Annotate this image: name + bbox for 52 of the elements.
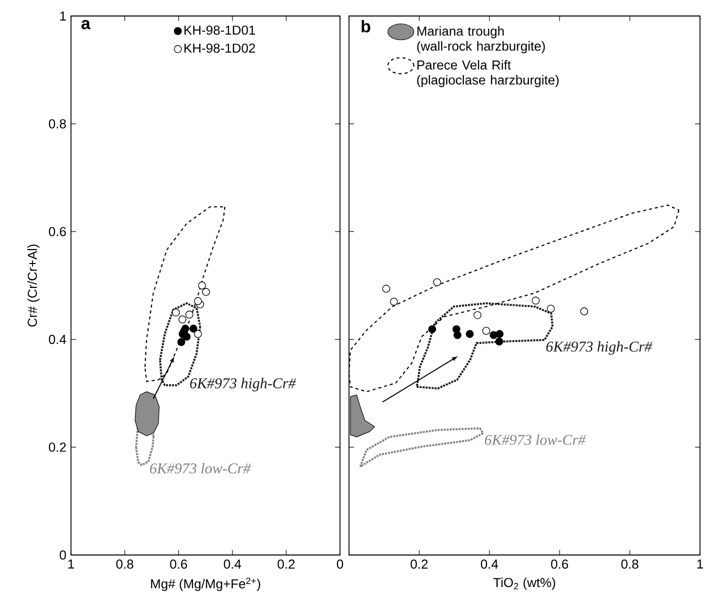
point [177,338,186,346]
point [189,324,198,333]
legend-label: Parece Vela Rift (plagioclase harzburgite) [417,60,559,88]
x-tick-label: 1 [68,560,74,568]
point [532,296,540,305]
series-label: 6K#973 high-Cr# [190,378,296,392]
y-tick-label: 1 [60,12,66,20]
point [454,331,462,340]
series-label: 6K#973 low-Cr# [150,462,251,474]
x-tick-label: 1 [697,560,703,568]
legend-label: KH-98-1D01 [184,26,256,35]
point [194,297,202,306]
x-tick-label: 0.8 [116,560,134,569]
legend-label: Mariana trough (wall-rock harzburgite) [417,26,545,54]
series-label: 6K#973 low-Cr# [484,434,586,445]
y-tick-label: 0.8 [48,119,66,128]
point [202,288,210,296]
y-tick-label: 0.4 [48,334,66,344]
point [546,304,555,313]
x-tick-label: 0 [336,560,344,569]
y-axis-title: Cr# (Cr/Cr+Al) [27,244,40,327]
x-tick-label: 0.6 [170,560,188,569]
x-tick-label: 0.4 [224,560,242,569]
x-tick-label: 0.4 [480,560,498,569]
x-tick-label: 0.6 [551,560,568,569]
x-axis-title: Mg# (Mg/Mg+Fe$^{2+}$) [151,578,260,591]
point [428,325,436,334]
point [382,284,390,293]
chart-title: a [81,20,90,30]
y-tick-label: 0.6 [48,226,66,236]
series-label: 6K#973 high-Cr# [546,341,652,355]
point [178,316,186,324]
x-tick-label: 0.2 [278,560,295,569]
y-tick-label: 0 [60,550,66,560]
x-axis-title: TiO$_{2}$ (wt%) [493,578,556,590]
point [185,310,194,319]
legend-label: KH-98-1D02 [184,44,256,53]
point [433,278,442,286]
x-tick-label: 0.8 [621,560,638,569]
point [466,330,474,338]
point [474,311,482,320]
y-tick-label: 0.2 [48,442,66,452]
chart-title: b [362,20,370,32]
point [172,308,180,316]
point [390,298,398,306]
point [580,307,588,316]
point [482,326,490,335]
point [194,330,202,338]
x-tick-label: 0.2 [410,560,428,569]
point [495,338,504,346]
point [198,282,206,290]
point [496,330,504,338]
